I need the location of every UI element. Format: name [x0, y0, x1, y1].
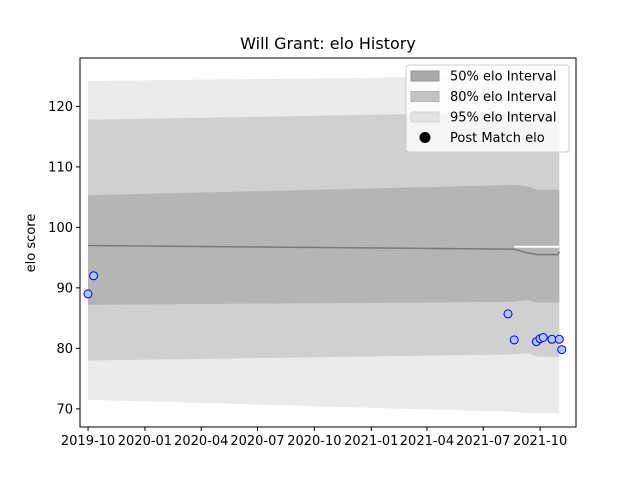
y-tick-label: 70 — [56, 402, 73, 417]
post-match-points — [83, 271, 567, 355]
x-tick-label: 2020-01 — [118, 434, 172, 449]
legend-box — [405, 64, 570, 153]
chart-title: Will Grant: elo History — [240, 34, 416, 53]
y-axis-title: elo score — [24, 214, 39, 273]
x-tick-label: 2020-04 — [174, 434, 228, 449]
legend-swatch-95 — [410, 111, 440, 123]
x-tick-label: 2021-07 — [456, 434, 510, 449]
x-tick-label: 2020-07 — [230, 434, 284, 449]
legend-swatch-80 — [410, 91, 440, 102]
x-tick-label: 2019-10 — [61, 434, 115, 449]
y-tick-label: 120 — [48, 100, 73, 115]
x-axis-ticks: 2019-10 2020-01 2020-04 2020-07 2020-10 2021-… — [61, 427, 567, 449]
x-tick-label: 2021-10 — [513, 434, 567, 449]
post-match-point — [538, 333, 548, 342]
legend: 50% elo Interval 80% elo Interval 95% elo … — [405, 64, 570, 153]
post-match-point — [89, 271, 99, 281]
legend-label: 50% elo Interval — [450, 70, 557, 85]
y-tick-label: 110 — [48, 160, 73, 175]
plot-area — [83, 76, 567, 414]
band-50-area — [88, 185, 560, 305]
legend-marker-post-match — [419, 132, 431, 143]
y-tick-label: 100 — [48, 221, 73, 236]
y-tick-label: 90 — [56, 281, 73, 296]
post-match-point — [557, 345, 567, 355]
y-axis-ticks: 70 80 90 100 110 120 — [48, 100, 80, 417]
legend-label: 95% elo Interval — [450, 111, 557, 126]
x-tick-label: 2021-01 — [344, 434, 398, 449]
median-lines — [87, 244, 560, 256]
legend-label: 80% elo Interval — [450, 90, 557, 105]
median-elo-line — [87, 244, 560, 256]
post-match-point — [547, 334, 557, 344]
plot-frame — [79, 57, 577, 428]
x-tick-label: 2020-10 — [287, 434, 341, 449]
legend-swatch-50 — [410, 70, 440, 82]
x-tick-label: 2021-04 — [400, 434, 454, 449]
post-match-point — [509, 335, 519, 345]
post-match-point — [503, 309, 513, 319]
interval-bands — [88, 76, 560, 414]
legend-label: Post Match elo — [450, 131, 545, 146]
y-tick-label: 80 — [56, 342, 73, 357]
post-match-point — [554, 334, 564, 344]
post-match-point — [83, 289, 93, 299]
